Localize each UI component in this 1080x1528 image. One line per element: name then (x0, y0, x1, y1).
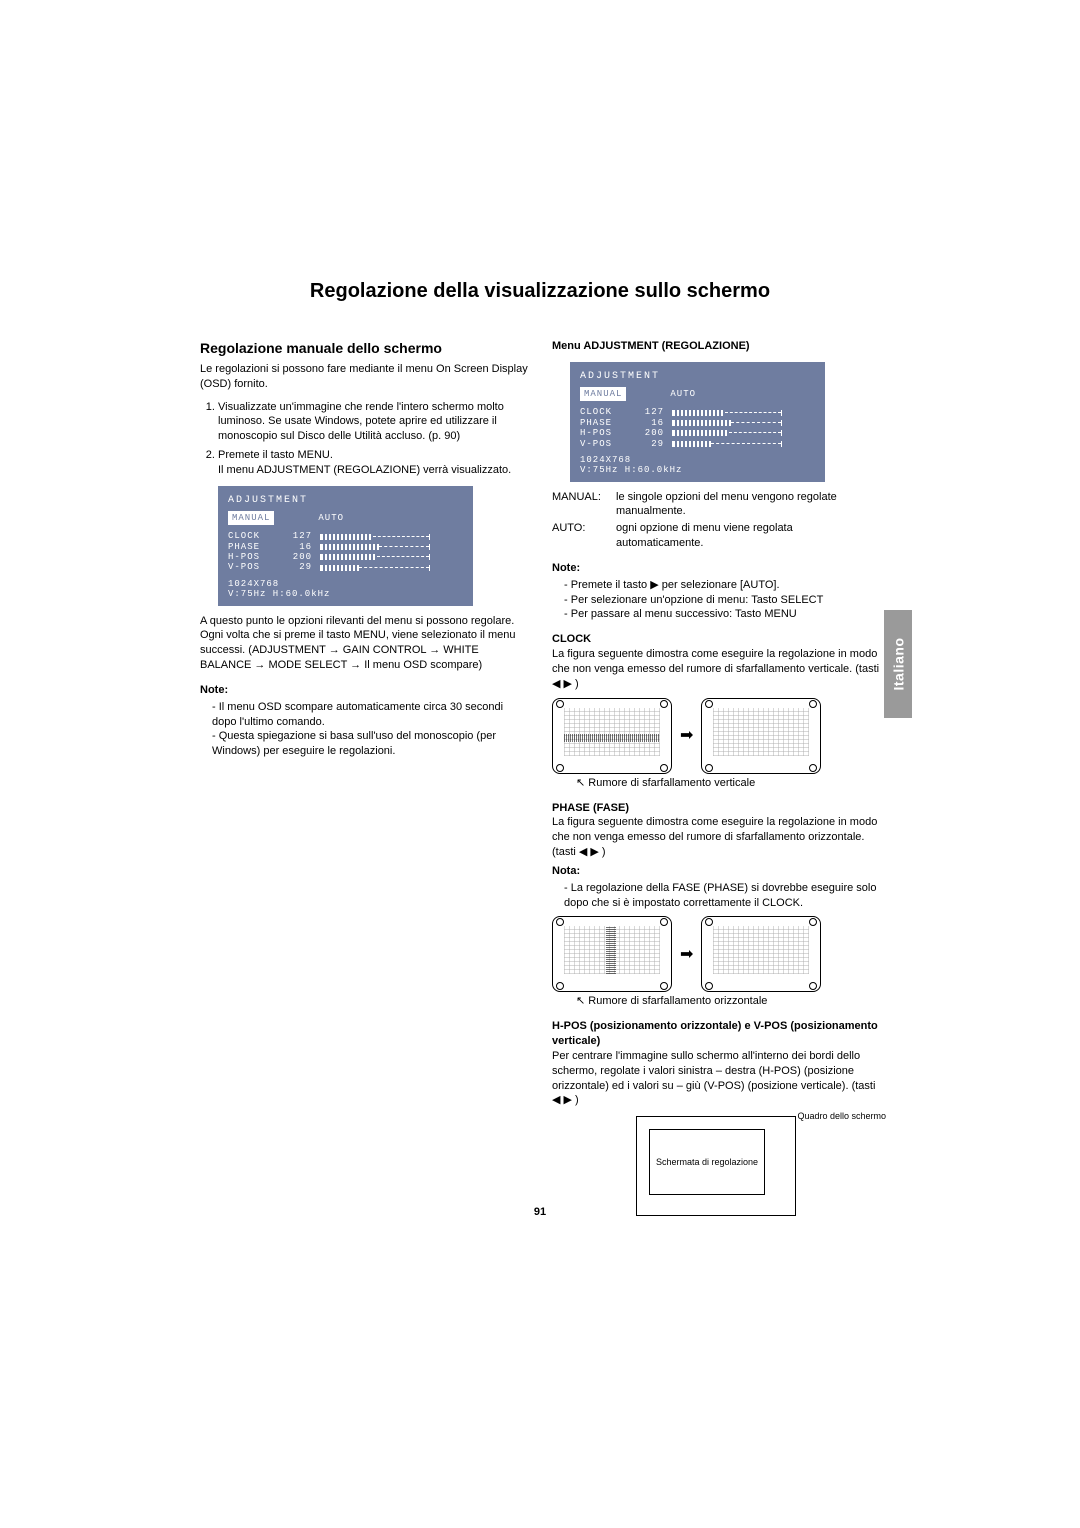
osd-tab-auto-r: AUTO (666, 387, 700, 401)
phase-caption-text: Rumore di sfarfallamento orizzontale (588, 995, 767, 1007)
right-note-1: Premete il tasto ▶ per selezionare [AUTO… (564, 578, 880, 593)
def-manual: MANUAL: le singole opzioni del menu veng… (552, 490, 880, 520)
left-notes: Il menu OSD scompare automaticamente cir… (200, 700, 528, 759)
osd-title: ADJUSTMENT (228, 494, 463, 508)
left-note-2: Questa spiegazione si basa sull'uso del … (212, 729, 528, 759)
outer-frame-label: Quadro dello schermo (797, 1110, 886, 1122)
osd-rows-r: CLOCK127PHASE16H-POS200V-POS29 (580, 407, 815, 448)
page-title: Regolazione della visualizzazione sullo … (200, 280, 880, 303)
osd-row: H-POS200 (580, 428, 815, 438)
nota-heading: Nota: (552, 864, 880, 879)
def-auto: AUTO: ogni opzione di menu viene regolat… (552, 521, 880, 551)
columns: Regolazione manuale dello schermo Le reg… (200, 339, 880, 1216)
phase-caption: ↖ Rumore di sfarfallamento orizzontale (576, 994, 880, 1009)
osd-tabs: MANUAL AUTO (228, 511, 463, 525)
right-note-2: Per selezionare un'opzione di menu: Tast… (564, 593, 880, 608)
nota-list: La regolazione della FASE (PHASE) si dov… (552, 881, 880, 911)
page-number: 91 (0, 1206, 1080, 1218)
osd-rows: CLOCK127PHASE16H-POS200V-POS29 (228, 531, 463, 572)
osd-foot-freq-r: V:75Hz H:60.0kHz (580, 465, 682, 475)
step-1: Visualizzate un'immagine che rende l'int… (218, 400, 528, 445)
page: Regolazione della visualizzazione sullo … (0, 0, 1080, 1528)
def-manual-key: MANUAL: (552, 490, 612, 520)
outer-frame: Schermata di regolazione (636, 1116, 796, 1216)
def-auto-key: AUTO: (552, 521, 612, 551)
phase-diagram: ➡ (552, 916, 880, 992)
def-auto-val: ogni opzione di menu viene regolata auto… (616, 521, 880, 551)
nota-item: La regolazione della FASE (PHASE) si dov… (564, 881, 880, 911)
left-column: Regolazione manuale dello schermo Le reg… (200, 339, 528, 1216)
right-note-heading: Note: (552, 561, 880, 576)
osd-panel-right: ADJUSTMENT MANUAL AUTO CLOCK127PHASE16H-… (570, 362, 825, 482)
language-tab-label: Italiano (890, 637, 906, 690)
hvpos-heading: H-POS (posizionamento orizzontale) e V-P… (552, 1019, 880, 1049)
osd-tab-manual: MANUAL (228, 511, 274, 525)
left-intro: Le regolazioni si possono fare mediante … (200, 362, 528, 392)
after-osd-1: A questo punto le opzioni rilevanti del … (200, 614, 528, 629)
osd-row: PHASE16 (580, 418, 815, 428)
monitor-after-phase (701, 916, 821, 992)
left-note-1: Il menu OSD scompare automaticamente cir… (212, 700, 528, 730)
phase-text: La figura seguente dimostra come eseguir… (552, 815, 880, 860)
clock-heading: CLOCK (552, 632, 880, 647)
right-notes: Premete il tasto ▶ per selezionare [AUTO… (552, 578, 880, 623)
osd-foot-res-r: 1024X768 (580, 455, 631, 465)
osd-title-r: ADJUSTMENT (580, 370, 815, 384)
right-note-3: Per passare al menu successivo: Tasto ME… (564, 607, 880, 622)
monitor-before-clock (552, 698, 672, 774)
osd-foot-freq: V:75Hz H:60.0kHz (228, 589, 330, 599)
menu-heading: Menu ADJUSTMENT (REGOLAZIONE) (552, 339, 880, 354)
clock-diagram: ➡ (552, 698, 880, 774)
osd-tabs-r: MANUAL AUTO (580, 387, 815, 401)
osd-foot-r: 1024X768 V:75Hz H:60.0kHz (580, 455, 815, 476)
right-column: Menu ADJUSTMENT (REGOLAZIONE) ADJUSTMENT… (552, 339, 880, 1216)
osd-row: H-POS200 (228, 552, 463, 562)
clock-text: La figura seguente dimostra come eseguir… (552, 647, 880, 692)
step-2-text: Premete il tasto MENU. (218, 449, 333, 461)
inner-frame: Schermata di regolazione (649, 1129, 765, 1195)
osd-row: V-POS29 (580, 439, 815, 449)
osd-row: PHASE16 (228, 542, 463, 552)
osd-tab-auto: AUTO (314, 511, 348, 525)
frame-diagram: Schermata di regolazione (636, 1116, 796, 1216)
step-2-sub: Il menu ADJUSTMENT (REGOLAZIONE) verrà v… (218, 464, 511, 476)
def-manual-val: le singole opzioni del menu vengono rego… (616, 490, 880, 520)
frame-diagram-wrap: Quadro dello schermo Schermata di regola… (552, 1116, 880, 1216)
osd-panel-left: ADJUSTMENT MANUAL AUTO CLOCK127PHASE16H-… (218, 486, 473, 606)
step-2: Premete il tasto MENU. Il menu ADJUSTMEN… (218, 448, 528, 478)
steps-list: Visualizzate un'immagine che rende l'int… (200, 400, 528, 478)
left-heading: Regolazione manuale dello schermo (200, 339, 528, 358)
monitor-after-clock (701, 698, 821, 774)
phase-heading: PHASE (FASE) (552, 801, 880, 816)
osd-tab-manual-r: MANUAL (580, 387, 626, 401)
monitor-before-phase (552, 916, 672, 992)
osd-row: CLOCK127 (228, 531, 463, 541)
osd-foot-res: 1024X768 (228, 579, 279, 589)
hvpos-text: Per centrare l'immagine sullo schermo al… (552, 1049, 880, 1108)
clock-caption: ↖ Rumore di sfarfallamento verticale (576, 776, 880, 791)
arrow-icon: ➡ (680, 725, 693, 747)
osd-row: V-POS29 (228, 562, 463, 572)
after-osd-2: Ogni volta che si preme il tasto MENU, v… (200, 628, 528, 673)
clock-caption-text: Rumore di sfarfallamento verticale (588, 777, 755, 789)
arrow-icon-2: ➡ (680, 944, 693, 966)
left-note-heading: Note: (200, 683, 528, 698)
osd-row: CLOCK127 (580, 407, 815, 417)
language-tab: Italiano (884, 610, 912, 718)
osd-foot: 1024X768 V:75Hz H:60.0kHz (228, 579, 463, 600)
